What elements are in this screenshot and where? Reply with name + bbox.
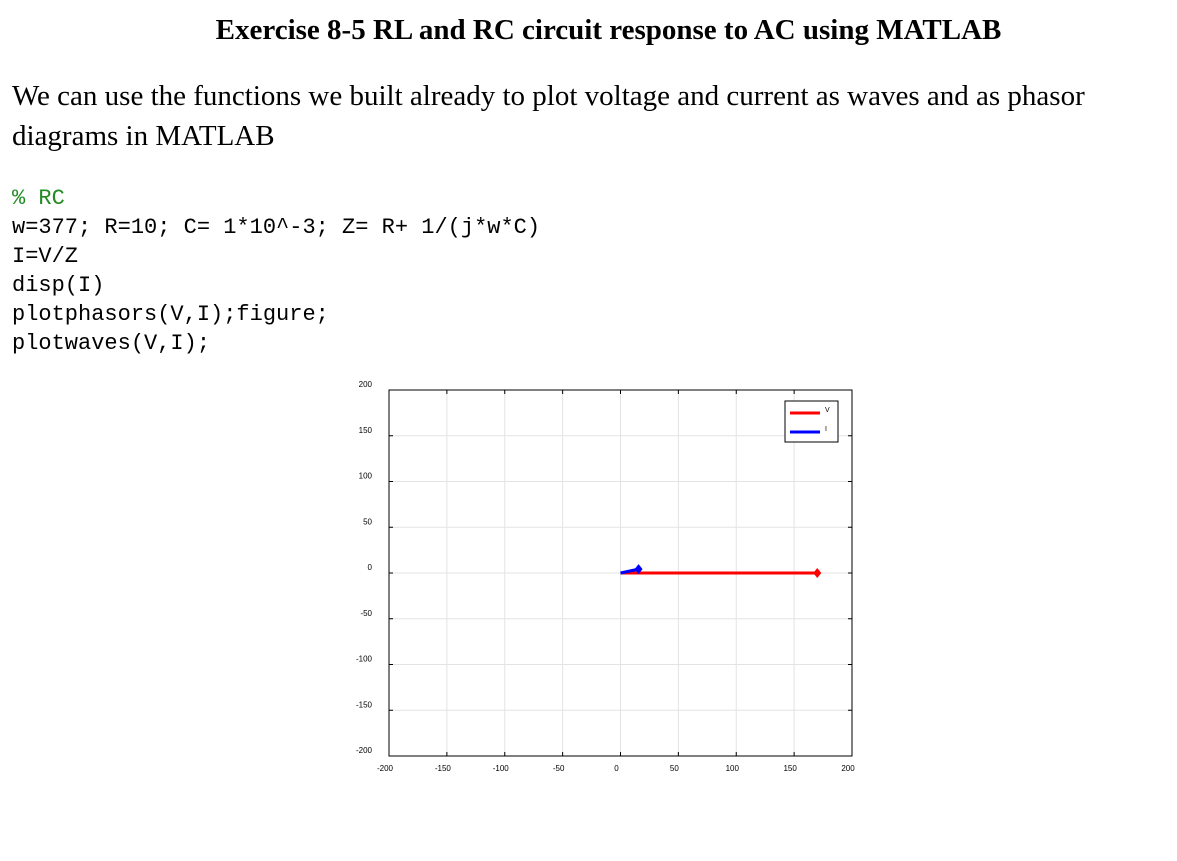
y-tick-label: -50: [360, 609, 372, 618]
code-line: plotphasors(V,I);figure;: [12, 302, 329, 327]
code-line: I=V/Z: [12, 244, 79, 269]
code-line: w=377; R=10; C= 1*10^-3; Z= R+ 1/(j*w*C): [12, 215, 541, 240]
phasor-tip-v: [813, 568, 822, 578]
x-tick-label: 100: [726, 764, 740, 773]
code-line-comment: % RC: [12, 186, 65, 211]
y-tick-label: 200: [359, 380, 373, 389]
x-tick-label: -150: [435, 764, 452, 773]
page-title: Exercise 8-5 RL and RC circuit response …: [215, 14, 1002, 46]
legend-label-i: I: [825, 426, 827, 433]
x-tick-label: 200: [841, 764, 855, 773]
y-tick-label: -150: [356, 700, 373, 709]
y-tick-label: 50: [363, 517, 372, 526]
x-tick-label: 50: [670, 764, 679, 773]
intro-paragraph: We can use the functions we built alread…: [12, 80, 1085, 152]
y-tick-label: 0: [368, 563, 373, 572]
y-tick-label: -200: [356, 746, 373, 755]
phasor-tip-i: [634, 564, 643, 575]
code-line: disp(I): [12, 273, 105, 298]
code-block: % RC w=377; R=10; C= 1*10^-3; Z= R+ 1/(j…: [12, 184, 540, 358]
legend-label-v: V: [825, 407, 830, 414]
x-tick-label: 150: [783, 764, 797, 773]
y-tick-label: 100: [359, 472, 373, 481]
code-line: plotwaves(V,I);: [12, 331, 211, 356]
x-tick-label: -50: [553, 764, 565, 773]
y-tick-label: -100: [356, 655, 373, 664]
y-tick-label: 150: [359, 426, 373, 435]
x-tick-label: -200: [377, 764, 394, 773]
x-tick-label: -100: [493, 764, 510, 773]
legend-box: [784, 400, 839, 443]
x-tick-label: 0: [614, 764, 619, 773]
